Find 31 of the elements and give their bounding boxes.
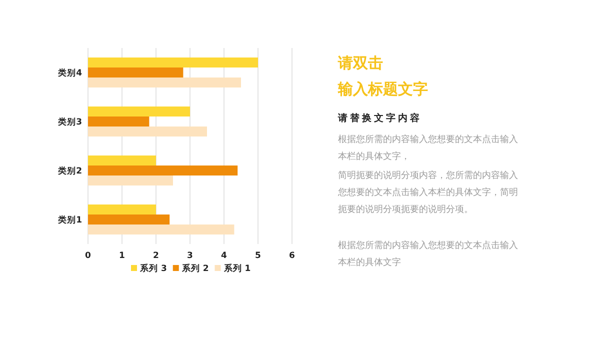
bar: [88, 126, 207, 136]
y-tick-label: 类别1: [57, 214, 82, 226]
y-tick-label: 类别2: [57, 166, 82, 176]
bar: [88, 224, 234, 234]
legend-label: 系列 3: [139, 263, 167, 274]
text: 简明扼要的说明分项内容，您所需的内容输入您想要的文本点击输入本栏的具体文字，简明扼要的说明分项扼要的说明分项。: [338, 170, 519, 217]
bar: [88, 204, 156, 214]
x-tick-label: 5: [255, 251, 262, 261]
bar: [88, 68, 184, 78]
bar: [88, 166, 238, 176]
x-tick-label: 0: [85, 251, 92, 261]
x-tick-label: 2: [153, 251, 160, 261]
text: 根据您所需的内容输入您想要的文本点击输入本栏的具体文字，: [338, 134, 519, 164]
y-tick-label: 类别3: [57, 116, 82, 128]
bar: [88, 106, 190, 116]
bar: [88, 176, 173, 186]
legend-label: 系列 1: [222, 263, 251, 274]
bar: [88, 214, 170, 224]
x-tick-label: 6: [289, 251, 296, 261]
legend-label: 系列 2: [180, 263, 209, 274]
y-tick-label: 类别4: [57, 68, 82, 78]
text: 请替换文字内容: [338, 112, 423, 125]
bar: [88, 156, 156, 166]
x-tick-label: 1: [119, 251, 126, 261]
text: 请双击输入标题文字: [338, 53, 429, 100]
text: 根据您所需的内容输入您想要的文本点击输入本栏的具体文字: [338, 240, 519, 270]
bar: [88, 78, 241, 88]
bar: [88, 116, 150, 126]
x-tick-label: 3: [187, 251, 194, 261]
x-tick-label: 4: [221, 251, 228, 261]
bar: [88, 58, 258, 68]
